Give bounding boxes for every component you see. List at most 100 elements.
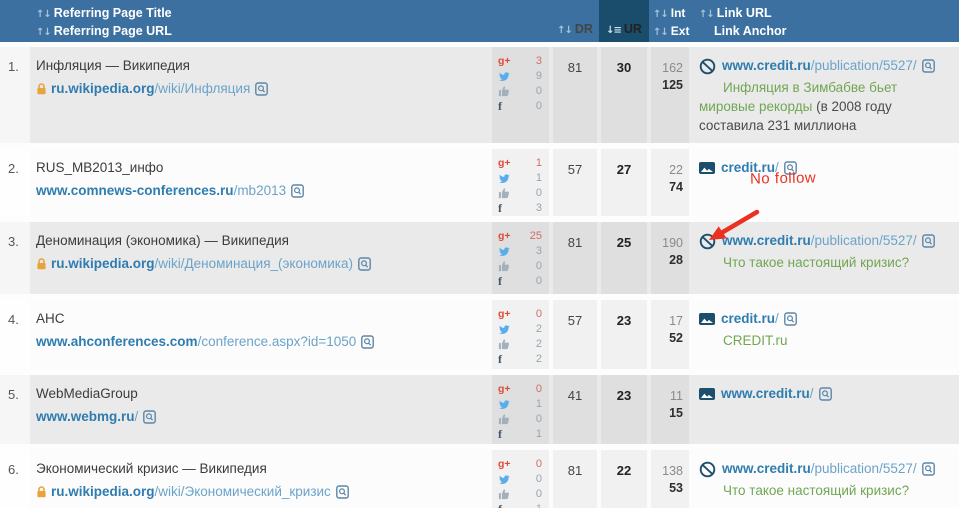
twitter-icon bbox=[498, 324, 511, 335]
url-domain[interactable]: ru.wikipedia.org bbox=[51, 81, 155, 96]
header-row-number bbox=[0, 0, 30, 42]
facebook-icon: f bbox=[498, 98, 502, 113]
header-ur[interactable]: ↓≡ UR bbox=[599, 0, 649, 42]
sort-icon[interactable]: ↑↓ bbox=[699, 9, 715, 20]
header-link[interactable]: ↑↓ Link URL Link Anchor bbox=[691, 0, 959, 42]
url-path[interactable]: /conference.aspx?id=1050 bbox=[197, 334, 357, 349]
likes-count: 0 bbox=[535, 488, 542, 500]
googleplus-icon: g+ bbox=[498, 55, 511, 67]
snapshot-icon[interactable] bbox=[784, 161, 797, 175]
url-domain[interactable]: www.webmg.ru bbox=[36, 409, 135, 424]
link-url[interactable]: www.credit.ru/publication/5527/ bbox=[699, 56, 953, 76]
referring-page-url[interactable]: www.webmg.ru / bbox=[36, 407, 482, 426]
header-dr-label[interactable]: DR bbox=[574, 22, 593, 36]
header-int-label[interactable]: Int bbox=[670, 6, 686, 20]
link-url[interactable]: credit.ru / bbox=[699, 158, 953, 178]
twitter-count: 1 bbox=[535, 398, 542, 410]
link-url[interactable]: www.credit.ru / bbox=[699, 384, 953, 404]
link-domain[interactable]: www.credit.ru bbox=[722, 58, 811, 73]
url-domain[interactable]: www.comnews-conferences.ru bbox=[36, 183, 234, 198]
snapshot-icon[interactable] bbox=[361, 335, 374, 349]
url-domain[interactable]: ru.wikipedia.org bbox=[51, 484, 155, 499]
table-header: ↑↓ Referring Page Title ↑↓ Referring Page … bbox=[0, 0, 959, 42]
row-number: 2. bbox=[0, 149, 30, 216]
sort-icon[interactable]: ↑↓ bbox=[653, 9, 669, 20]
referring-page-cell: RUS_MB2013_инфо www.comnews-conferences.… bbox=[30, 149, 490, 216]
link-domain[interactable]: credit.ru bbox=[721, 311, 776, 326]
snapshot-icon[interactable] bbox=[922, 462, 935, 476]
snapshot-icon[interactable] bbox=[819, 387, 832, 401]
snapshot-icon[interactable] bbox=[291, 184, 304, 198]
dr-value: 57 bbox=[553, 149, 597, 216]
ur-value: 23 bbox=[601, 300, 647, 369]
external-links-count: 28 bbox=[669, 253, 683, 267]
twitter-icon bbox=[498, 474, 511, 485]
snapshot-icon[interactable] bbox=[358, 257, 371, 271]
likes-count: 2 bbox=[535, 338, 542, 350]
row-number: 5. bbox=[0, 375, 30, 444]
referring-page-url[interactable]: ru.wikipedia.org/wiki/Деноминация_(эконо… bbox=[36, 254, 482, 273]
thumbs-up-icon bbox=[498, 488, 510, 500]
header-link-url-label[interactable]: Link URL bbox=[716, 6, 772, 20]
url-path[interactable]: / bbox=[134, 409, 139, 424]
link-url[interactable]: www.credit.ru/publication/5527/ bbox=[699, 231, 953, 251]
header-ur-label[interactable]: UR bbox=[623, 22, 642, 36]
facebook-count: 0 bbox=[535, 275, 542, 287]
link-path[interactable]: / bbox=[775, 160, 779, 175]
link-path[interactable]: / bbox=[809, 386, 814, 401]
external-links-count: 53 bbox=[669, 481, 683, 495]
ur-value: 30 bbox=[601, 47, 647, 143]
url-domain[interactable]: www.ahconferences.com bbox=[36, 334, 198, 349]
internal-links-count: 162 bbox=[662, 61, 683, 75]
snapshot-icon[interactable] bbox=[784, 312, 797, 326]
header-referring-page-url[interactable]: Referring Page URL bbox=[53, 24, 172, 38]
referring-page-url[interactable]: www.comnews-conferences.ru/mb2013 bbox=[36, 181, 482, 200]
googleplus-icon: g+ bbox=[498, 230, 511, 242]
url-path[interactable]: /wiki/Деноминация_(экономика) bbox=[154, 256, 353, 271]
link-path[interactable]: /publication/5527/ bbox=[810, 461, 917, 476]
header-referring-page[interactable]: ↑↓ Referring Page Title ↑↓ Referring Page … bbox=[30, 0, 490, 42]
snapshot-icon[interactable] bbox=[336, 485, 349, 499]
header-referring-page-title[interactable]: Referring Page Title bbox=[53, 6, 172, 20]
googleplus-count: 0 bbox=[535, 383, 542, 395]
link-url[interactable]: www.credit.ru/publication/5527/ bbox=[699, 459, 953, 479]
link-url[interactable]: credit.ru / bbox=[699, 309, 953, 329]
image-icon bbox=[699, 162, 715, 174]
header-int-ext[interactable]: ↑↓ Int ↑↓ Ext bbox=[651, 0, 689, 42]
ur-value: 27 bbox=[601, 149, 647, 216]
sort-icon[interactable]: ↑↓ bbox=[36, 9, 52, 20]
url-path[interactable]: /wiki/Инфляция bbox=[154, 81, 251, 96]
link-path[interactable]: /publication/5527/ bbox=[810, 58, 917, 73]
referring-page-url[interactable]: www.ahconferences.com/conference.aspx?id… bbox=[36, 332, 482, 351]
facebook-count: 2 bbox=[535, 353, 542, 365]
link-path[interactable]: /publication/5527/ bbox=[810, 233, 917, 248]
snapshot-icon[interactable] bbox=[143, 410, 156, 424]
sort-icon[interactable]: ↑↓ bbox=[653, 27, 669, 38]
snapshot-icon[interactable] bbox=[255, 82, 268, 96]
referring-page-url[interactable]: ru.wikipedia.org/wiki/Инфляция bbox=[36, 79, 482, 98]
sort-icon[interactable]: ↑↓ bbox=[36, 27, 52, 38]
sort-desc-icon[interactable]: ↓≡ bbox=[606, 25, 622, 36]
link-path[interactable]: / bbox=[775, 311, 779, 326]
header-ext-label[interactable]: Ext bbox=[670, 24, 690, 38]
link-domain[interactable]: www.credit.ru bbox=[721, 386, 810, 401]
snapshot-icon[interactable] bbox=[922, 234, 935, 248]
sort-icon[interactable]: ↑↓ bbox=[557, 25, 573, 36]
internal-links-count: 138 bbox=[662, 464, 683, 478]
link-domain[interactable]: credit.ru bbox=[721, 160, 776, 175]
anchor-note: (в 2008 году составила 231 миллиона bbox=[699, 99, 892, 133]
link-domain[interactable]: www.credit.ru bbox=[722, 461, 811, 476]
link-cell: www.credit.ru / bbox=[691, 375, 959, 444]
url-path[interactable]: /wiki/Экономический_кризис bbox=[154, 484, 331, 499]
link-domain[interactable]: www.credit.ru bbox=[722, 233, 811, 248]
googleplus-count: 0 bbox=[535, 458, 542, 470]
thumbs-up-icon bbox=[498, 413, 510, 425]
thumbs-up-icon bbox=[498, 85, 510, 97]
header-dr[interactable]: ↑↓ DR bbox=[553, 0, 597, 42]
url-domain[interactable]: ru.wikipedia.org bbox=[51, 256, 155, 271]
url-path[interactable]: /mb2013 bbox=[233, 183, 287, 198]
snapshot-icon[interactable] bbox=[922, 59, 935, 73]
dr-value: 81 bbox=[553, 222, 597, 294]
row-number: 3. bbox=[0, 222, 30, 294]
referring-page-url[interactable]: ru.wikipedia.org/wiki/Экономический_криз… bbox=[36, 482, 482, 501]
